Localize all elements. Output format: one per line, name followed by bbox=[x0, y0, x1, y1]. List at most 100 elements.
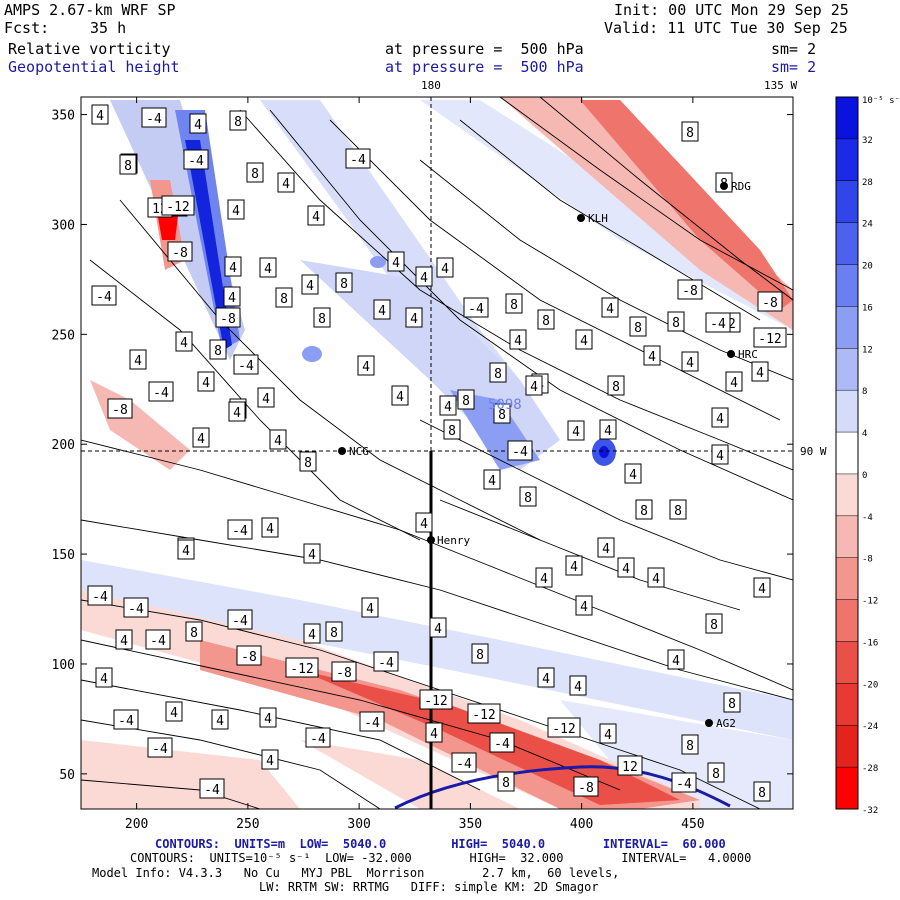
negative-vorticity-band bbox=[300, 740, 520, 809]
svg-text:-4: -4 bbox=[146, 112, 162, 127]
contour-label: 4 bbox=[751, 361, 769, 382]
contour-label: -4 bbox=[507, 440, 533, 461]
svg-text:8: 8 bbox=[502, 776, 510, 791]
contour-label: -8 bbox=[573, 776, 599, 797]
contour-label: 8 bbox=[681, 734, 699, 755]
svg-text:4: 4 bbox=[410, 312, 418, 327]
colorbar-level-label: 24 bbox=[862, 220, 873, 230]
colorbar-level-label: -16 bbox=[862, 638, 878, 648]
svg-text:4: 4 bbox=[572, 425, 580, 440]
negative-vorticity-band bbox=[500, 97, 793, 330]
contour-label: 4 bbox=[165, 701, 183, 722]
contour-label: 4 bbox=[599, 419, 617, 440]
stations: KLH RDG HRC NCG Henry AG2 5098 bbox=[338, 180, 758, 730]
field1-pressure: at pressure = 500 hPa bbox=[385, 40, 584, 58]
contour-label: -8 bbox=[677, 279, 703, 300]
contour-label: 4 bbox=[599, 723, 617, 744]
contour-label: 4 bbox=[525, 375, 543, 396]
colorbar-segment bbox=[836, 725, 858, 768]
colorbar-frame bbox=[835, 96, 859, 810]
station-label: KLH bbox=[588, 212, 608, 225]
colorbar-level-label: -24 bbox=[862, 722, 878, 732]
svg-text:4: 4 bbox=[233, 406, 241, 421]
svg-text:-12: -12 bbox=[166, 200, 189, 215]
svg-text:4: 4 bbox=[629, 468, 637, 483]
colorbar-level-label: -20 bbox=[862, 680, 878, 690]
field1-name: Relative vorticity bbox=[8, 40, 171, 58]
colorbar-level-label: -8 bbox=[862, 555, 873, 565]
contour-label: -4 bbox=[705, 312, 731, 333]
contour-label: 8 bbox=[229, 110, 247, 131]
contour-label: 8 bbox=[753, 781, 771, 802]
svg-text:4: 4 bbox=[264, 712, 272, 727]
contour-label: 4 bbox=[175, 331, 193, 352]
colorbar-level-label: 4 bbox=[862, 429, 867, 439]
contour-label: -4 bbox=[113, 709, 139, 730]
svg-text:4: 4 bbox=[716, 412, 724, 427]
positive-vorticity-cell bbox=[370, 256, 386, 268]
svg-text:8: 8 bbox=[124, 159, 132, 174]
svg-text:4: 4 bbox=[264, 262, 272, 277]
top-lon-label: 180 bbox=[421, 79, 441, 92]
contour-label: 8 bbox=[489, 362, 507, 383]
x-tick-label: 250 bbox=[236, 817, 259, 832]
contour-label: 4 bbox=[129, 349, 147, 370]
contour-label: 8 bbox=[443, 419, 461, 440]
contour-label: 4 bbox=[415, 512, 433, 533]
colorbar: 10⁻⁵ s⁻¹ 32 28 24 20 16 12 8 4 0 -4 -8 -12 -16 -20 -24 -… bbox=[835, 96, 900, 816]
contour-label: 4 bbox=[303, 623, 321, 644]
svg-text:4: 4 bbox=[540, 572, 548, 587]
contour-label: -4 bbox=[227, 519, 253, 540]
contour-label: 4 bbox=[303, 543, 321, 564]
contour-label: 4 bbox=[115, 629, 133, 650]
svg-text:4: 4 bbox=[202, 376, 210, 391]
contour-label: 4 bbox=[259, 257, 277, 278]
colorbar-level-label: -4 bbox=[862, 513, 873, 523]
svg-text:-4: -4 bbox=[310, 732, 326, 747]
svg-text:4: 4 bbox=[441, 262, 449, 277]
svg-text:4: 4 bbox=[580, 600, 588, 615]
svg-text:4: 4 bbox=[716, 449, 724, 464]
contour-label: 8 bbox=[723, 692, 741, 713]
contour-label: -4 bbox=[148, 381, 174, 402]
colorbar-level-label: -28 bbox=[862, 764, 878, 774]
contour-label: -4 bbox=[199, 778, 225, 799]
contour-label: -4 bbox=[489, 732, 515, 753]
contour-label: 4 bbox=[361, 597, 379, 618]
contour-label: -4 bbox=[671, 772, 697, 793]
svg-text:4: 4 bbox=[274, 434, 282, 449]
contour-label: -12 bbox=[419, 689, 453, 710]
contour-label: 4 bbox=[711, 444, 729, 465]
y-tick-label: 100 bbox=[52, 658, 75, 673]
colorbar-segment bbox=[836, 641, 858, 684]
contour-label: 8 bbox=[493, 403, 511, 424]
contour-label: 8 bbox=[635, 499, 653, 520]
svg-text:8: 8 bbox=[674, 504, 682, 519]
svg-text:-4: -4 bbox=[153, 386, 169, 401]
contour-label: 4 bbox=[681, 351, 699, 372]
valid-time: Valid: 11 UTC Tue 30 Sep 25 bbox=[604, 19, 848, 37]
field2-name: Geopotential height bbox=[8, 58, 180, 76]
svg-text:-8: -8 bbox=[112, 403, 128, 418]
svg-text:8: 8 bbox=[190, 626, 198, 641]
y-tick-label: 250 bbox=[52, 328, 75, 343]
forecast-hours: 35 h bbox=[90, 19, 127, 37]
colorbar-unit: 10⁻⁵ s⁻¹ bbox=[862, 96, 900, 106]
svg-text:-8: -8 bbox=[336, 666, 352, 681]
contour-label: 4 bbox=[95, 667, 113, 688]
contour-label: -8 bbox=[167, 241, 193, 262]
svg-text:4: 4 bbox=[580, 334, 588, 349]
svg-text:4: 4 bbox=[182, 544, 190, 559]
svg-text:4: 4 bbox=[648, 350, 656, 365]
contour-label: -4 bbox=[123, 597, 149, 618]
contour-label: 8 bbox=[519, 486, 537, 507]
svg-text:-4: -4 bbox=[96, 290, 112, 305]
contour-label: 4 bbox=[259, 707, 277, 728]
svg-text:4: 4 bbox=[672, 654, 680, 669]
svg-text:-8: -8 bbox=[578, 781, 594, 796]
contour-label: -4 bbox=[227, 609, 253, 630]
svg-text:-12: -12 bbox=[552, 722, 575, 737]
station-dot bbox=[720, 182, 728, 190]
svg-text:-4: -4 bbox=[150, 634, 166, 649]
